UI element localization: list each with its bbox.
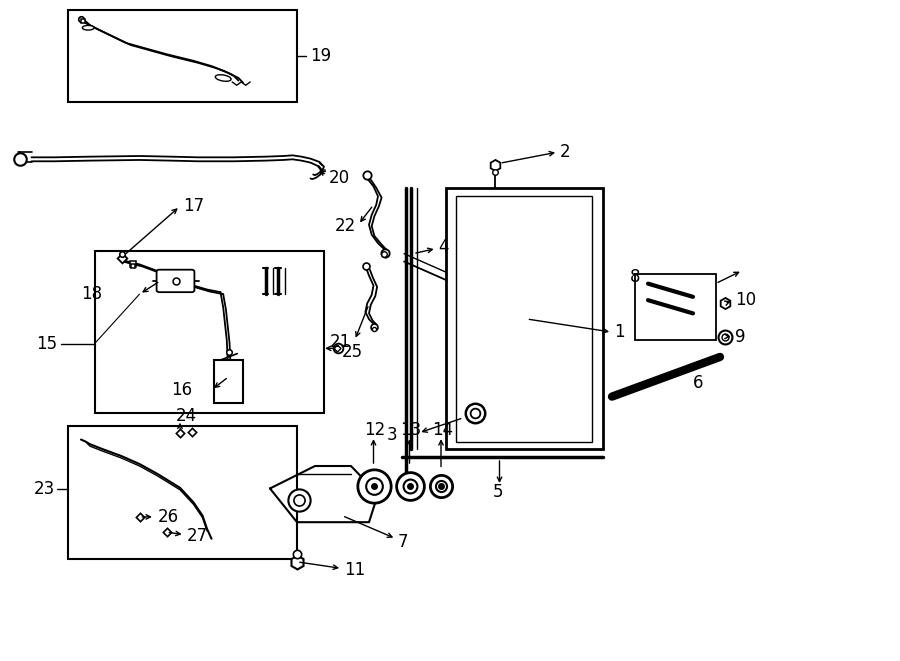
Text: 11: 11 [344, 561, 365, 580]
Text: 20: 20 [328, 169, 349, 188]
Text: 27: 27 [187, 527, 208, 545]
Text: 5: 5 [492, 483, 503, 502]
FancyBboxPatch shape [157, 270, 194, 292]
Text: 9: 9 [735, 327, 746, 346]
Bar [94, 251, 324, 413]
Text: 14: 14 [432, 420, 453, 439]
Text: 7: 7 [398, 533, 409, 551]
Text: 26: 26 [158, 508, 178, 526]
Text: 1: 1 [614, 323, 625, 341]
Text: 10: 10 [735, 291, 756, 309]
Text: 13: 13 [400, 420, 422, 439]
Bar [456, 196, 592, 442]
Text: 8: 8 [630, 268, 641, 286]
Text: 18: 18 [81, 285, 102, 303]
Text: 21: 21 [329, 333, 351, 352]
Text: 15: 15 [36, 334, 57, 353]
Bar [634, 274, 716, 340]
Text: 22: 22 [334, 217, 356, 235]
Text: 4: 4 [438, 238, 449, 256]
Text: 23: 23 [34, 480, 56, 498]
Bar [446, 188, 603, 449]
Text: 6: 6 [693, 374, 704, 393]
Ellipse shape [83, 25, 94, 30]
Text: 3: 3 [387, 426, 398, 444]
Bar [214, 360, 243, 403]
Text: 19: 19 [310, 47, 331, 65]
Text: 12: 12 [364, 420, 386, 439]
Bar [68, 10, 297, 102]
Text: 16: 16 [171, 381, 192, 399]
Text: 2: 2 [560, 143, 571, 161]
Bar [68, 426, 297, 559]
Ellipse shape [215, 75, 231, 81]
Text: 17: 17 [183, 197, 203, 215]
Text: 24: 24 [176, 407, 196, 426]
Text: 25: 25 [342, 342, 363, 361]
